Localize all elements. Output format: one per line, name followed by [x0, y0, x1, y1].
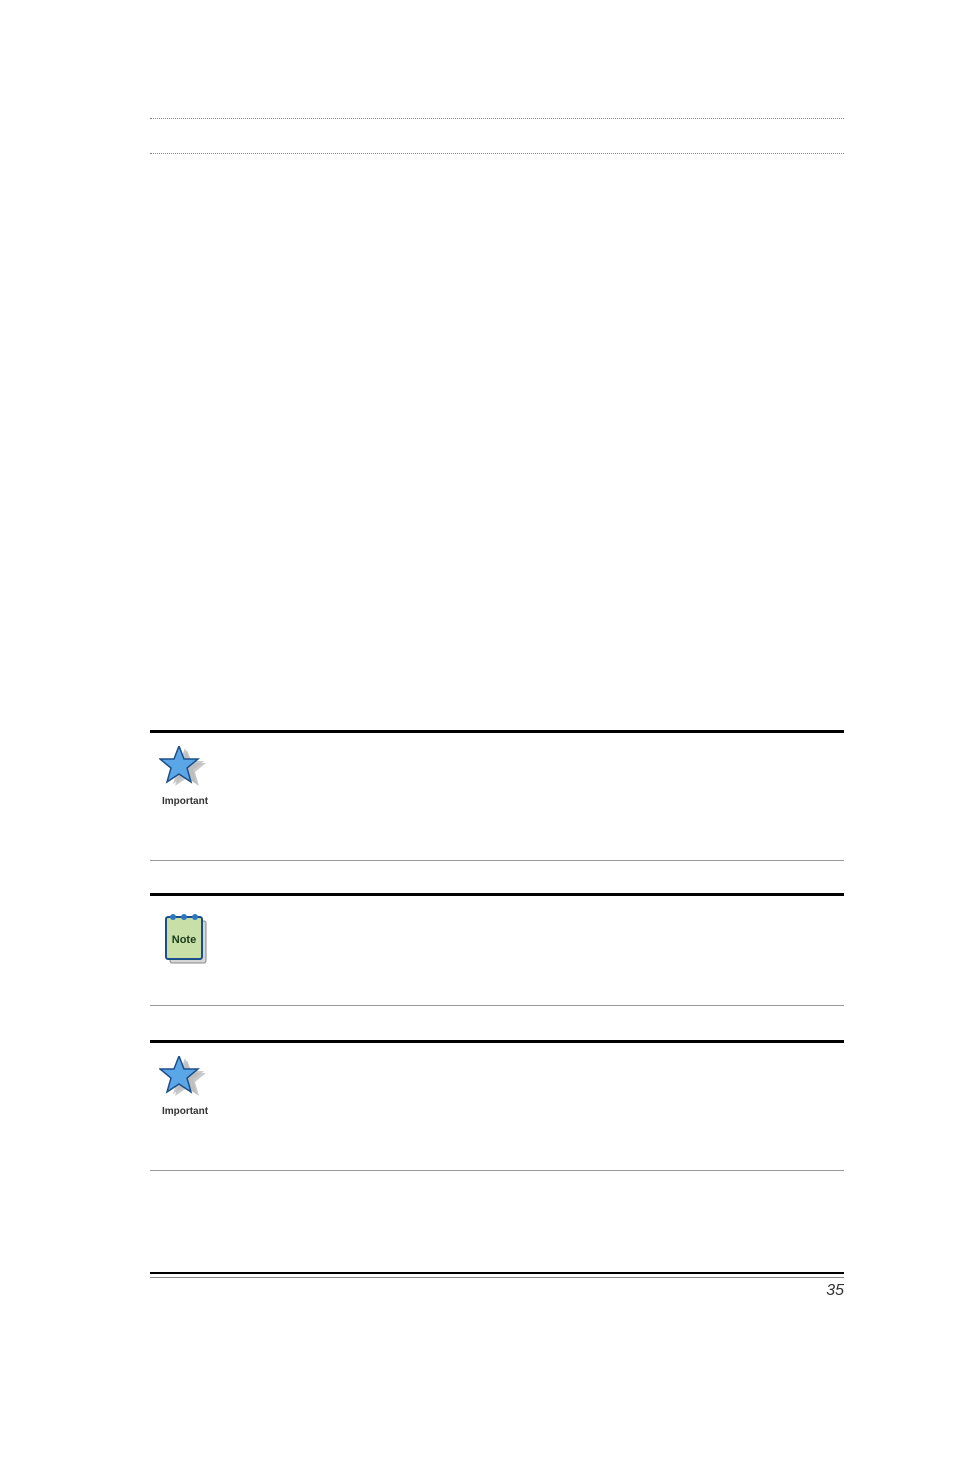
callout-bottom-rule: [150, 1005, 844, 1006]
callout-body: [220, 1050, 844, 1110]
note-icon: Note: [159, 909, 211, 967]
important-star-icon: [159, 746, 211, 794]
callout-body: [220, 903, 844, 963]
important-callout: Important: [150, 1050, 844, 1117]
page-number: 35: [150, 1282, 844, 1300]
callout-top-rule: [150, 1040, 844, 1043]
icon-cell: Important: [150, 740, 220, 807]
callout-bottom-rule: [150, 1170, 844, 1171]
icon-label: Important: [162, 796, 208, 807]
callout-top-rule: [150, 730, 844, 733]
footer-rule-thick: [150, 1272, 844, 1274]
dotted-rule-1: [150, 118, 844, 119]
page-body: Important Note: [150, 0, 844, 1475]
callout-top-rule: [150, 893, 844, 896]
page-footer: 35: [150, 1272, 844, 1300]
note-callout: Note: [150, 903, 844, 967]
footer-rule-thin: [150, 1277, 844, 1278]
dotted-rule-2: [150, 153, 844, 154]
icon-cell: Note: [150, 903, 220, 967]
important-callout: Important: [150, 740, 844, 807]
callout-body: [220, 740, 844, 800]
icon-label: Important: [162, 1106, 208, 1117]
note-icon-text: Note: [172, 934, 196, 946]
callout-bottom-rule: [150, 860, 844, 861]
icon-cell: Important: [150, 1050, 220, 1117]
important-star-icon: [159, 1056, 211, 1104]
